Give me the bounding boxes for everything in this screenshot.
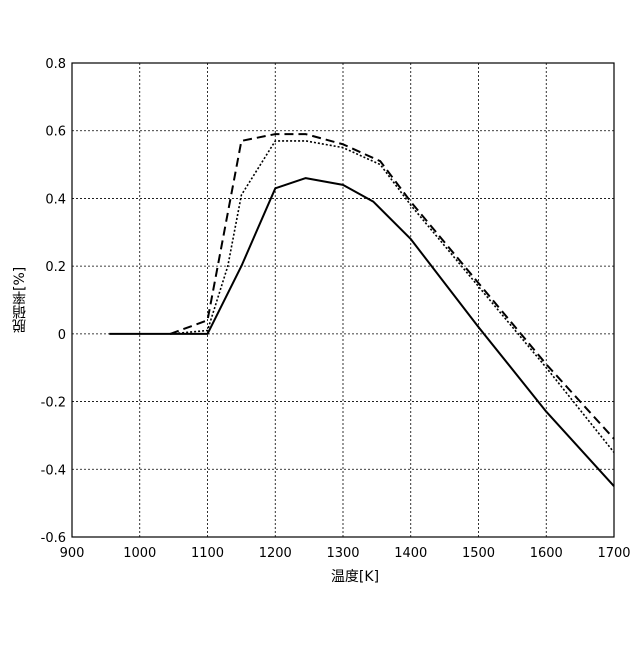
y-tick-label: -0.2	[41, 396, 66, 411]
y-tick-label: -0.6	[41, 531, 66, 546]
series-line-dotted	[170, 141, 614, 453]
y-axis-label: 脱硝率[%]	[8, 200, 32, 400]
x-tick-label: 900	[60, 546, 85, 561]
y-tick-label: 0.8	[45, 57, 66, 72]
y-axis-ticks: 0.8 0.6 0.4 0.2 0 -0.2 -0.4 -0.6	[41, 57, 66, 546]
y-tick-label: 0	[58, 328, 66, 343]
x-tick-label: 1600	[530, 546, 563, 561]
x-axis-ticks: 900 1000 1100 1200 1300 1400 1500 1600 1700	[60, 546, 631, 561]
series-line-solid	[109, 178, 614, 486]
series-layer	[109, 134, 614, 486]
x-axis-label: 温度[K]	[240, 566, 470, 586]
x-tick-label: 1500	[462, 546, 495, 561]
y-tick-label: -0.4	[41, 463, 66, 478]
x-tick-label: 1700	[597, 546, 630, 561]
y-tick-label: 0.6	[45, 125, 66, 140]
x-tick-label: 1200	[259, 546, 292, 561]
x-tick-label: 1400	[394, 546, 427, 561]
x-tick-label: 1300	[326, 546, 359, 561]
y-tick-label: 0.4	[45, 192, 66, 207]
y-axis-label-wrap: 脱硝率[%]	[8, 200, 32, 400]
x-tick-label: 1100	[191, 546, 224, 561]
y-tick-label: 0.2	[45, 260, 66, 275]
x-tick-label: 1000	[123, 546, 156, 561]
grid	[72, 63, 614, 537]
